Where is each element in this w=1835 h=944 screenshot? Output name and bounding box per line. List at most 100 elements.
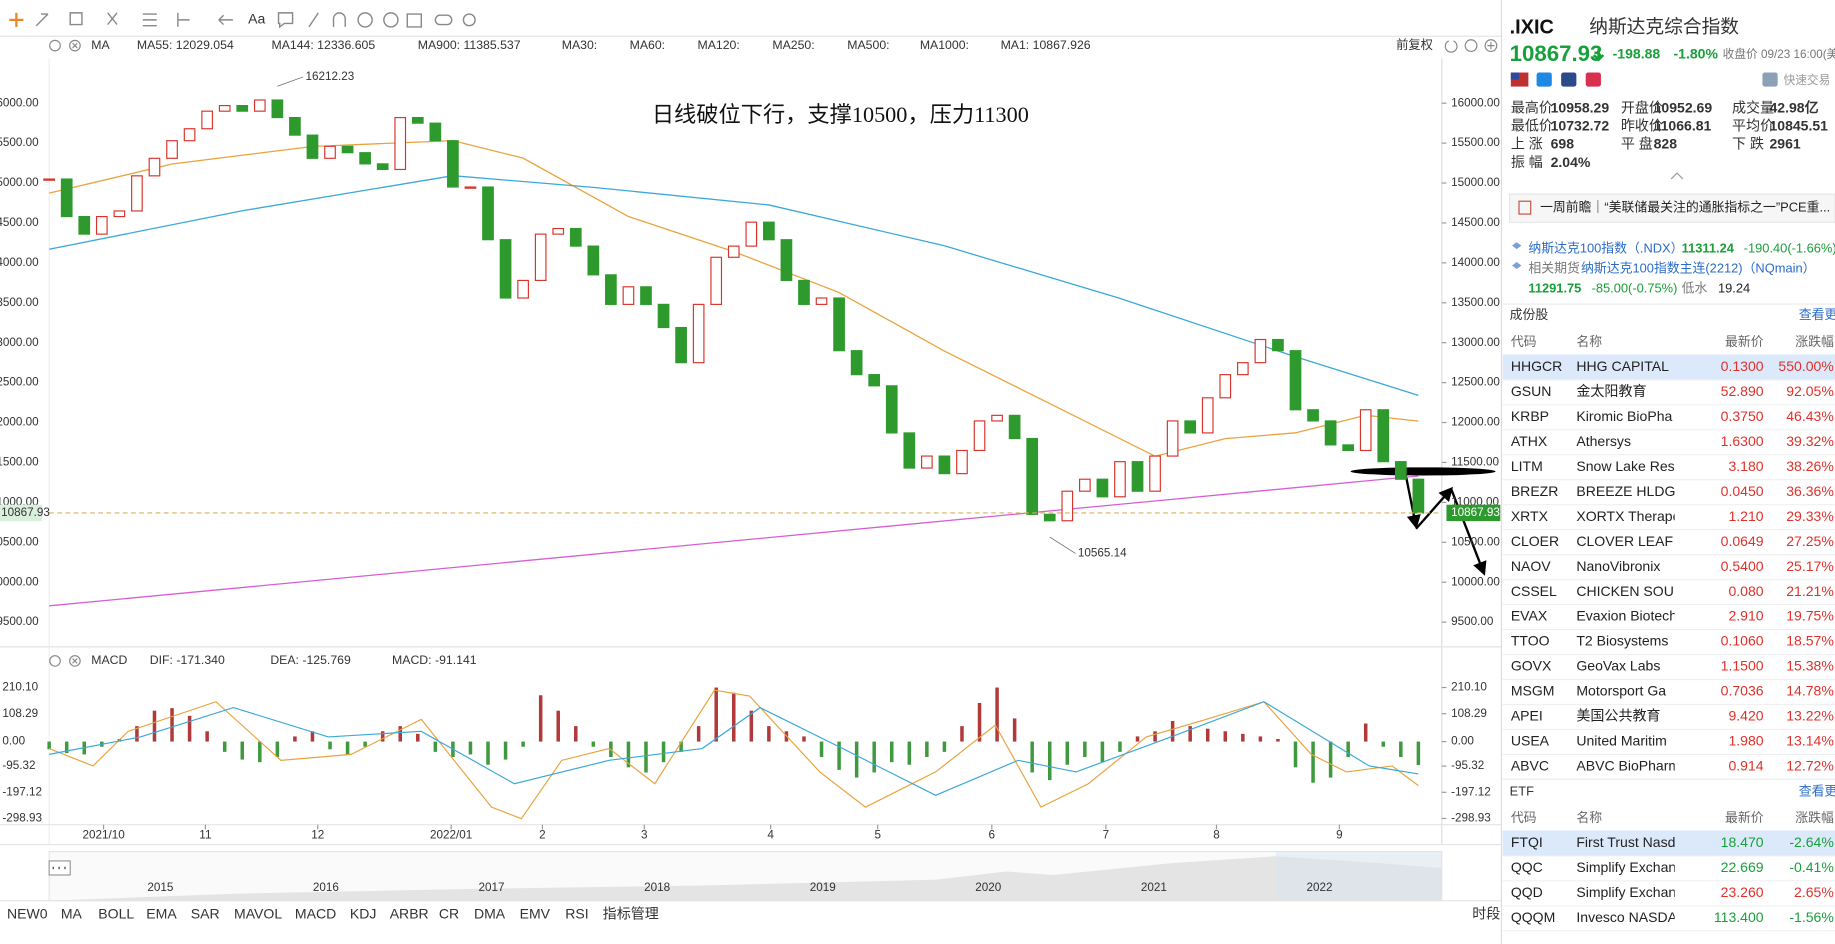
legend-icons[interactable]	[49, 39, 1498, 667]
legend-item[interactable]: MA500:	[847, 38, 889, 52]
candle	[131, 175, 143, 212]
cell-name[interactable]: United Maritim	[1576, 733, 1666, 749]
cell-name[interactable]: CHICKEN SOUI	[1576, 583, 1677, 599]
candle	[218, 105, 231, 112]
related-index[interactable]: 纳斯达克100指数（.NDX）	[1528, 241, 1683, 256]
legend-item[interactable]: MA120:	[697, 38, 739, 52]
y-tick-label: -298.93	[1451, 812, 1491, 825]
indicator-tab[interactable]: ARBR	[390, 905, 429, 921]
cell-code[interactable]: GOVX	[1511, 658, 1552, 674]
cell-name[interactable]: GeoVax Labs	[1576, 658, 1660, 674]
y-tick-label: 9500.00	[1451, 615, 1494, 628]
quote-icons[interactable]	[1509, 49, 1835, 270]
legend-item[interactable]: MA144: 12336.605	[272, 38, 376, 52]
indicator-tab[interactable]: KDJ	[350, 905, 377, 921]
cell-code[interactable]: CLOER	[1511, 533, 1559, 549]
legend-item[interactable]: MACD	[91, 653, 127, 667]
cell-name[interactable]: Snow Lake Reso	[1576, 458, 1682, 474]
cell-name[interactable]: BREEZE HLDGS	[1576, 483, 1684, 499]
cell-name[interactable]: Athersys	[1576, 433, 1631, 449]
more-link[interactable]: 查看更多	[1799, 307, 1835, 322]
cell-name[interactable]: First Trust Nasda	[1576, 834, 1683, 850]
cell-code[interactable]: CSSEL	[1511, 583, 1557, 599]
cell-name[interactable]: Kiromic BioPha	[1576, 408, 1672, 424]
cell-name[interactable]: 美国公共教育	[1576, 708, 1660, 724]
legend-item[interactable]: MA900: 11385.537	[418, 38, 521, 52]
legend-item[interactable]: MA55: 12029.054	[137, 38, 234, 52]
candle	[727, 245, 740, 258]
toolbar-icons[interactable]	[9, 12, 476, 29]
navigator-window[interactable]	[1275, 851, 1442, 901]
cell-name[interactable]: NanoVibronix	[1576, 558, 1660, 574]
cell-name[interactable]: Invesco NASDAQ	[1576, 909, 1688, 925]
cell-code[interactable]: QQD	[1511, 884, 1543, 900]
legend-item[interactable]: MA1000:	[920, 38, 969, 52]
cell-name[interactable]: Simplify Exchange	[1576, 859, 1692, 875]
cell-name[interactable]: HHG CAPITAL	[1576, 358, 1669, 374]
indicator-tab[interactable]: NEW0	[7, 905, 48, 921]
cell-name[interactable]: Motorsport Ga	[1576, 683, 1666, 699]
legend-item[interactable]: MACD: -91.141	[392, 653, 477, 667]
cell-code[interactable]: HHGCR	[1511, 358, 1562, 374]
cell-code[interactable]: XRTX	[1511, 508, 1549, 524]
cell-code[interactable]: KRBP	[1511, 408, 1549, 424]
cell-code[interactable]: ATHX	[1511, 433, 1548, 449]
cell-name[interactable]: T2 Biosystems	[1576, 633, 1668, 649]
navigator-year: 2016	[313, 881, 339, 894]
indicator-tab[interactable]: MACD	[295, 905, 336, 921]
legend-item[interactable]: MA	[91, 38, 110, 52]
indicator-tab[interactable]: DMA	[474, 905, 506, 921]
more-link[interactable]: 查看更多	[1799, 783, 1835, 798]
trade-button[interactable]: 快速交易	[1784, 73, 1831, 87]
cell-name[interactable]: Evaxion Biotech	[1576, 608, 1677, 624]
candle	[640, 286, 652, 305]
cell-code[interactable]: TTOO	[1511, 633, 1550, 649]
indicator-tab[interactable]: MAVOL	[234, 905, 282, 921]
cell-code[interactable]: LITM	[1511, 458, 1543, 474]
candle	[499, 239, 512, 299]
cell-code[interactable]: GSUN	[1511, 383, 1552, 399]
cell-price: 1.6300	[1721, 433, 1764, 449]
indicator-tab[interactable]: CR	[439, 905, 459, 921]
news[interactable]: 一周前瞻｜“美联储最关注的通胀指标之一”PCE重...	[1540, 200, 1830, 215]
macd-bar	[1170, 720, 1175, 742]
futures-name[interactable]: 纳斯达克100指数主连(2212)（NQmain）	[1581, 260, 1815, 275]
cell-code[interactable]: BREZR	[1511, 483, 1559, 499]
legend-item[interactable]: DEA: -125.769	[270, 653, 351, 667]
indicator-tab[interactable]: RSI	[565, 905, 588, 921]
cell-code[interactable]: FTQI	[1511, 834, 1543, 850]
cell-code[interactable]: USEA	[1511, 733, 1550, 749]
indicator-tab[interactable]: EMA	[146, 905, 177, 921]
cell-name[interactable]: XORTX Therape	[1576, 508, 1680, 524]
period-button[interactable]: 时段	[1472, 905, 1500, 921]
stat-value: 10845.51	[1769, 118, 1828, 134]
candle	[1412, 478, 1425, 514]
indicator-tab[interactable]: MA	[61, 905, 83, 921]
legend-item[interactable]: MA60:	[630, 38, 665, 52]
cell-code[interactable]: NAOV	[1511, 558, 1551, 574]
legend-item[interactable]: MA30:	[562, 38, 597, 52]
cell-code[interactable]: MSGM	[1511, 683, 1555, 699]
cell-name[interactable]: CLOVER LEAF C	[1576, 533, 1687, 549]
navigator-year: 2022	[1306, 881, 1332, 894]
cell-code[interactable]: APEI	[1511, 708, 1543, 724]
cell-change: 18.57%	[1786, 633, 1834, 649]
legend-item[interactable]: DIF: -171.340	[150, 653, 225, 667]
indicator-tab[interactable]: 指标管理	[603, 905, 659, 921]
cell-code[interactable]: EVAX	[1511, 608, 1548, 624]
font-button[interactable]: Aa	[248, 11, 265, 27]
cell-name[interactable]: 金太阳教育	[1576, 383, 1646, 399]
cell-code[interactable]: QQC	[1511, 859, 1543, 875]
candle	[569, 227, 582, 247]
basis-label: 低水	[1682, 280, 1708, 295]
cell-name[interactable]: Simplify Exchange	[1576, 884, 1692, 900]
cell-name[interactable]: ABVC BioPharm	[1576, 758, 1680, 774]
indicator-tab[interactable]: EMV	[520, 905, 551, 921]
cell-code[interactable]: QQQM	[1511, 909, 1555, 925]
legend-item[interactable]: MA250:	[772, 38, 814, 52]
adjust-button[interactable]: 前复权	[1396, 37, 1433, 52]
indicator-tab[interactable]: BOLL	[98, 905, 134, 921]
legend-item[interactable]: MA1: 10867.926	[1001, 38, 1091, 52]
indicator-tab[interactable]: SAR	[191, 905, 220, 921]
cell-code[interactable]: ABVC	[1511, 758, 1549, 774]
